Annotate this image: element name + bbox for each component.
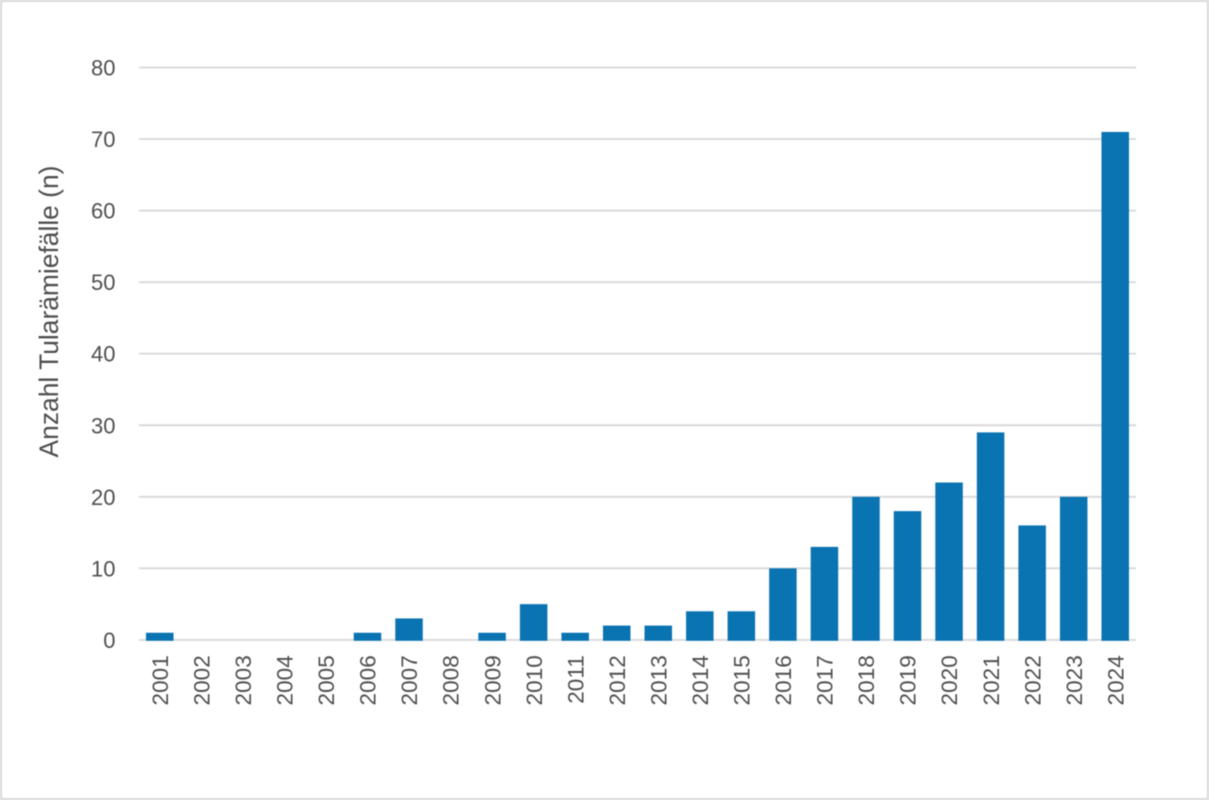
svg-text:2002: 2002 bbox=[190, 655, 215, 705]
svg-text:2006: 2006 bbox=[356, 655, 381, 705]
svg-text:2001: 2001 bbox=[148, 655, 173, 705]
svg-text:2022: 2022 bbox=[1020, 655, 1045, 705]
svg-text:70: 70 bbox=[91, 127, 115, 152]
svg-text:40: 40 bbox=[91, 342, 115, 367]
svg-text:Anzahl Tularämiefälle (n): Anzahl Tularämiefälle (n) bbox=[34, 166, 64, 458]
svg-text:50: 50 bbox=[91, 270, 115, 295]
svg-text:2019: 2019 bbox=[896, 655, 921, 705]
svg-text:20: 20 bbox=[91, 485, 115, 510]
svg-text:60: 60 bbox=[91, 199, 115, 224]
svg-text:2017: 2017 bbox=[813, 655, 838, 705]
svg-text:2009: 2009 bbox=[480, 655, 505, 705]
svg-text:30: 30 bbox=[91, 413, 115, 438]
svg-text:2014: 2014 bbox=[688, 655, 713, 705]
svg-text:2007: 2007 bbox=[397, 655, 422, 705]
svg-text:2013: 2013 bbox=[646, 655, 671, 705]
svg-text:2015: 2015 bbox=[730, 655, 755, 705]
svg-text:2023: 2023 bbox=[1062, 655, 1087, 705]
svg-text:2004: 2004 bbox=[273, 655, 298, 705]
svg-text:2024: 2024 bbox=[1103, 655, 1128, 705]
svg-text:2003: 2003 bbox=[231, 655, 256, 705]
svg-text:2020: 2020 bbox=[937, 655, 962, 705]
svg-text:2011: 2011 bbox=[563, 655, 588, 704]
svg-text:80: 80 bbox=[91, 56, 115, 81]
svg-text:2016: 2016 bbox=[771, 655, 796, 705]
svg-text:2010: 2010 bbox=[522, 655, 547, 705]
svg-text:2021: 2021 bbox=[979, 655, 1004, 705]
svg-text:10: 10 bbox=[91, 556, 115, 581]
svg-text:2012: 2012 bbox=[605, 655, 630, 705]
svg-text:2008: 2008 bbox=[439, 655, 464, 705]
svg-text:2018: 2018 bbox=[854, 655, 879, 705]
svg-text:2005: 2005 bbox=[314, 655, 339, 705]
svg-text:0: 0 bbox=[103, 628, 115, 653]
